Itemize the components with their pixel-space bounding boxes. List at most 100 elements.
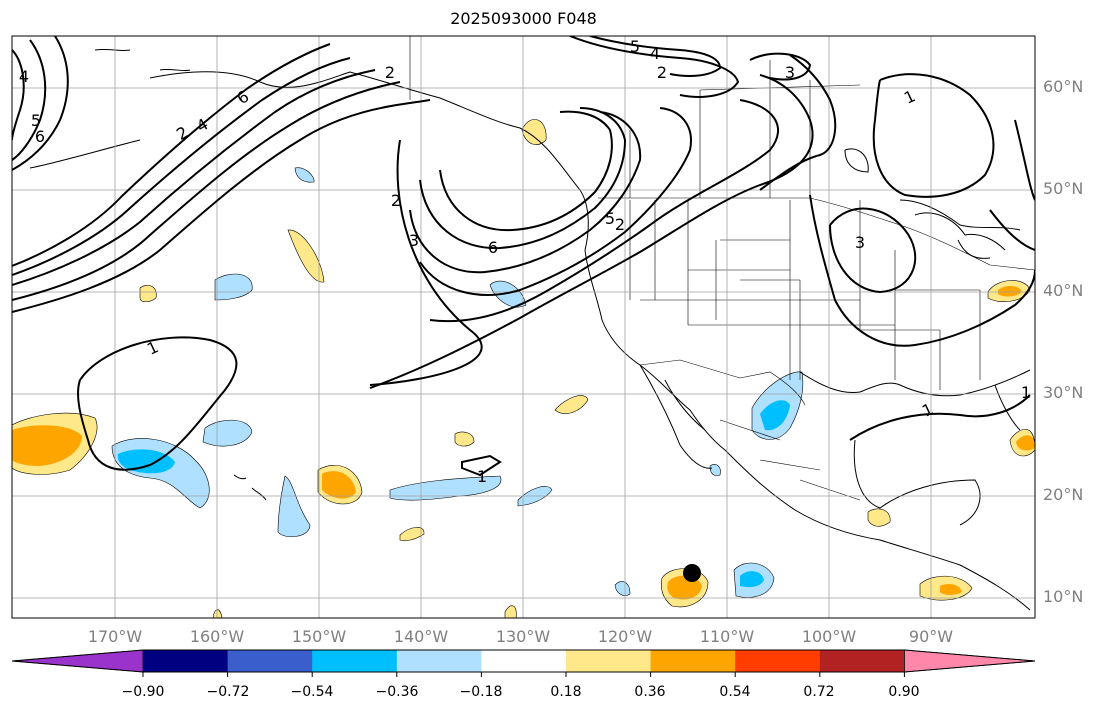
contour-jet-2 — [12, 81, 401, 301]
contour-low-2 — [429, 99, 780, 323]
contour-label: 2 — [391, 191, 401, 210]
contour-ring-1 — [77, 336, 238, 471]
contour-west-edge-3 — [12, 36, 69, 171]
anomaly-positive-9 — [454, 431, 475, 447]
anomaly-negative-2 — [277, 475, 311, 538]
contour-low-3 — [419, 107, 692, 296]
colorbar-segment — [566, 650, 652, 672]
anomaly-positive-alaska — [521, 119, 547, 145]
colorbar-tick-label: −0.90 — [121, 684, 165, 700]
anomaly-negative-16-core — [740, 571, 764, 588]
bering-islands — [29, 48, 191, 169]
colorbar-segment — [143, 650, 229, 672]
contour-west-edge-1 — [12, 49, 25, 141]
mexico-states — [719, 419, 861, 501]
anomaly-negative-14 — [709, 464, 721, 476]
lon-label: 110°W — [699, 627, 755, 646]
lon-label: 130°W — [495, 627, 551, 646]
us-mexico-border — [639, 359, 806, 406]
anomaly-positive-13 — [399, 527, 425, 542]
contour-label: 3 — [409, 231, 419, 250]
colorbar-tick-label: −0.36 — [375, 684, 419, 700]
anomaly-positive-4 — [287, 229, 325, 283]
lon-label: 90°W — [908, 627, 954, 646]
anomaly-negative-5 — [214, 273, 253, 301]
contour-jet-3 — [12, 69, 376, 286]
colorbar-segments — [11, 649, 1036, 673]
contour-top-3 — [749, 52, 812, 81]
hudson-coast — [844, 148, 869, 173]
map-frame — [11, 35, 1036, 619]
anomaly-negative-8 — [489, 280, 527, 308]
contour-label: 2 — [657, 63, 667, 82]
colorbar-tick-label: −0.54 — [290, 684, 334, 700]
yucatan — [853, 439, 981, 526]
lon-label: 150°W — [291, 627, 347, 646]
contour-1-east — [849, 394, 1031, 441]
contour-label: 5 — [605, 209, 615, 228]
lat-label: 20°N — [1043, 485, 1084, 504]
colorbar-tick-label: 0.36 — [634, 684, 666, 700]
anomaly-negative-11 — [389, 475, 502, 501]
anomaly-negative-hawaii-core — [117, 449, 175, 474]
contour-label: 1 — [477, 467, 487, 486]
anomaly-negative-17 — [614, 581, 631, 596]
contour-west-edge-2 — [12, 39, 47, 161]
anomaly-positive-18-core — [940, 584, 962, 595]
lat-label: 30°N — [1043, 383, 1084, 402]
colorbar-extend-low — [11, 649, 144, 673]
contour-lines — [12, 36, 1035, 477]
contour-low-6 — [439, 110, 613, 232]
contour-jet-4 — [12, 57, 351, 276]
storm-center-marker — [683, 564, 701, 582]
contour-low-outer — [369, 139, 483, 386]
baja — [639, 364, 713, 469]
lat-label: 10°N — [1043, 587, 1084, 606]
anomaly-positive-10 — [554, 395, 589, 414]
contour-jet-5 — [12, 43, 331, 267]
contour-label: 3 — [785, 63, 795, 82]
contour-label: 6 — [35, 127, 45, 146]
canada-provinces — [629, 60, 861, 198]
contour-canada — [759, 54, 837, 191]
state-lines — [629, 200, 981, 390]
colorbar-segment — [312, 650, 398, 672]
contour-label: 5 — [31, 111, 41, 130]
anomaly-positive-6 — [139, 285, 157, 303]
colorbar-segment — [819, 650, 905, 672]
colorbar-tick-label: 0.72 — [803, 684, 835, 700]
contour-1-ne — [872, 73, 995, 198]
colorbar-tick-label: −0.72 — [206, 684, 250, 700]
contour-label: 2 — [615, 215, 625, 234]
contour-3-ring — [829, 207, 917, 294]
lon-label: 100°W — [801, 627, 857, 646]
colorbar-segment — [481, 650, 567, 672]
florida — [994, 384, 1021, 431]
colorbar-segment — [650, 650, 736, 672]
contour-label: 5 — [630, 37, 640, 56]
anomaly-negative-1 — [202, 419, 253, 447]
map-title: 2025093000 F048 — [450, 9, 597, 28]
contour-low-1 — [369, 74, 814, 389]
contour-label: 4 — [19, 67, 29, 86]
anomaly-shading — [12, 119, 1035, 618]
hawaii-islands — [233, 474, 267, 501]
colorbar-segment — [735, 650, 821, 672]
canada-coast-ne — [899, 199, 1021, 231]
lat-label: 40°N — [1043, 281, 1084, 300]
colorbar-segment — [227, 650, 313, 672]
lon-label: 120°W — [597, 627, 653, 646]
colorbar-ticks — [142, 672, 905, 677]
contour-label: 1 — [1021, 383, 1031, 402]
gulf-coast — [799, 369, 1031, 397]
lat-label: 60°N — [1043, 77, 1084, 96]
contour-label: 6 — [488, 238, 498, 257]
lat-label: 50°N — [1043, 179, 1084, 198]
contour-label: 4 — [650, 44, 660, 63]
anomaly-negative-7 — [294, 167, 315, 183]
lon-label: 140°W — [393, 627, 449, 646]
contour-top-2 — [589, 36, 722, 77]
gridlines — [12, 36, 1035, 618]
contour-jet-1 — [12, 99, 431, 313]
contour-east-edge — [1014, 119, 1035, 201]
